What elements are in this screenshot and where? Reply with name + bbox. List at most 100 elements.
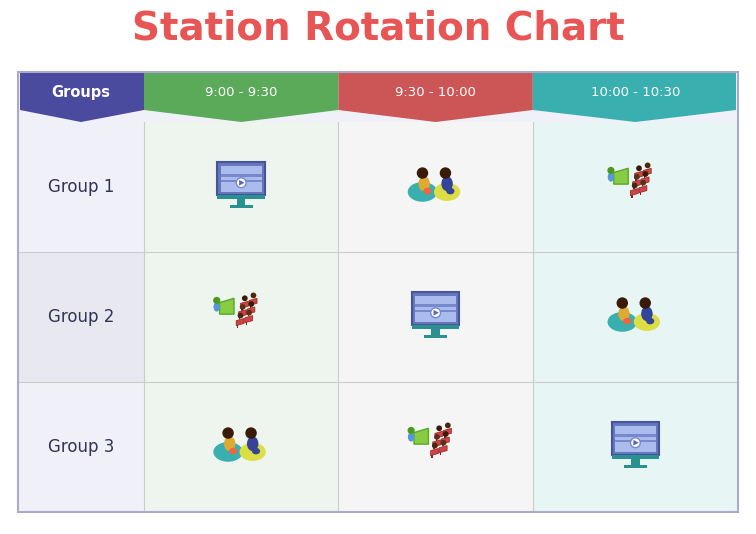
Bar [433,445,435,449]
Circle shape [440,167,451,179]
Polygon shape [614,168,628,184]
Polygon shape [643,168,651,176]
Ellipse shape [224,436,235,451]
Circle shape [643,171,649,177]
Bar [221,180,262,183]
Bar [412,293,460,325]
Bar [221,174,262,177]
Circle shape [249,301,254,307]
Bar [640,191,641,195]
Polygon shape [631,189,638,195]
Ellipse shape [418,176,430,191]
Ellipse shape [252,448,260,454]
Polygon shape [144,72,339,122]
Text: 10:00 - 10:30: 10:00 - 10:30 [590,87,680,99]
Text: Groups: Groups [51,85,110,100]
Polygon shape [432,440,441,447]
Bar [237,199,245,206]
Polygon shape [634,440,639,445]
Circle shape [632,183,637,189]
Bar [221,166,262,192]
Ellipse shape [641,307,652,321]
Bar [237,324,238,328]
Polygon shape [435,431,443,438]
Bar [415,296,456,322]
Bar [415,304,456,308]
Bar [18,122,144,252]
Bar [18,252,144,382]
Bar [612,422,659,455]
Circle shape [607,167,615,174]
Text: 9:30 - 10:00: 9:30 - 10:00 [395,87,476,99]
Polygon shape [433,310,439,316]
Polygon shape [339,72,533,122]
Bar [18,122,144,512]
Polygon shape [442,437,449,444]
Ellipse shape [240,443,266,461]
Bar [442,443,444,446]
Polygon shape [240,301,249,308]
Circle shape [640,180,646,185]
Polygon shape [633,180,640,187]
Ellipse shape [446,188,454,194]
Text: Station Rotation Chart: Station Rotation Chart [132,10,624,48]
Ellipse shape [213,302,220,312]
Circle shape [213,297,220,304]
Bar [635,177,637,180]
Bar [248,313,249,316]
Ellipse shape [434,183,460,201]
Bar [533,122,738,512]
Bar [432,329,440,336]
Circle shape [634,174,640,180]
Bar [615,434,656,437]
Polygon shape [533,72,736,122]
Ellipse shape [634,313,660,331]
Polygon shape [635,171,643,178]
Bar [631,194,633,198]
Bar [249,304,251,308]
Circle shape [237,178,246,187]
Bar [615,426,656,452]
Polygon shape [414,428,429,444]
Bar [634,185,635,189]
Bar [612,455,659,459]
Ellipse shape [247,436,259,451]
Bar [18,382,144,512]
Bar [445,434,446,438]
Ellipse shape [623,318,631,324]
Bar [642,183,643,186]
Circle shape [246,310,252,316]
Bar [615,440,656,442]
Polygon shape [247,307,255,314]
Polygon shape [444,428,451,436]
Ellipse shape [407,182,437,202]
Circle shape [640,297,651,309]
Ellipse shape [229,448,237,454]
Polygon shape [239,180,244,186]
Circle shape [245,427,257,439]
Circle shape [242,295,248,301]
Polygon shape [245,316,253,323]
Bar [631,459,640,466]
Circle shape [222,427,234,439]
Bar [218,162,265,195]
Bar [18,72,738,512]
Bar [239,316,240,319]
Polygon shape [431,449,438,456]
Bar [435,437,437,441]
Bar [412,325,460,329]
Ellipse shape [213,442,243,462]
Bar [339,122,533,512]
Circle shape [645,162,650,168]
Bar [644,174,646,178]
Ellipse shape [618,307,630,321]
Ellipse shape [442,176,453,191]
Polygon shape [439,445,447,453]
Circle shape [240,304,246,310]
Polygon shape [641,177,649,184]
Polygon shape [20,72,144,122]
Circle shape [417,167,428,179]
Text: 9:00 - 9:30: 9:00 - 9:30 [205,87,277,99]
Polygon shape [219,299,234,314]
Bar [431,454,432,458]
